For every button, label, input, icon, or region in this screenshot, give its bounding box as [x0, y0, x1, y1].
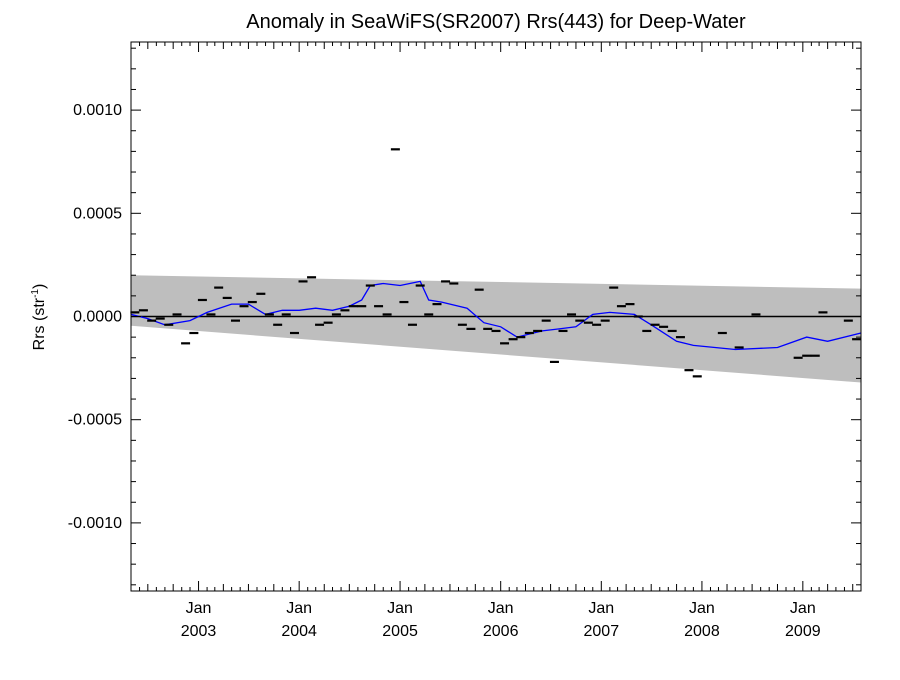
x-tick-label-month: Jan: [588, 600, 614, 617]
y-tick-label: 0.0005: [73, 205, 122, 222]
x-tick-label-month: Jan: [488, 600, 514, 617]
x-tick-label-month: Jan: [387, 600, 413, 617]
x-tick-label-year: 2009: [785, 623, 821, 640]
uncertainty-band-layer: [131, 275, 861, 383]
uncertainty-band: [131, 275, 861, 383]
running-mean-line: [130, 280, 862, 351]
y-tick-label: -0.0010: [68, 515, 122, 532]
axes-layer: 0.0010 0.0005 0.0000 -0.0005 -0.0010 Jan 2003 J…: [68, 41, 862, 640]
y-tick-label: -0.0005: [68, 412, 122, 429]
chart-title: Anomaly in SeaWiFS(SR2007) Rrs(443) for …: [246, 11, 746, 33]
y-tick-label: 0.0010: [73, 102, 122, 119]
x-tick-label-year: 2005: [382, 623, 418, 640]
y-axis-label: Rrs (str-1): [30, 284, 48, 351]
x-tick-label-month: Jan: [286, 600, 312, 617]
x-tick-label-year: 2006: [483, 623, 519, 640]
x-tick-label-month: Jan: [689, 600, 715, 617]
y-tick-label: 0.0000: [73, 309, 122, 326]
x-tick-label-year: 2007: [584, 623, 620, 640]
x-tick-label-year: 2004: [281, 623, 317, 640]
series-layer: [130, 148, 862, 378]
x-tick-label-month: Jan: [186, 600, 212, 617]
x-tick-label-month: Jan: [790, 600, 816, 617]
x-tick-label-year: 2008: [684, 623, 720, 640]
x-tick-label-year: 2003: [181, 623, 217, 640]
